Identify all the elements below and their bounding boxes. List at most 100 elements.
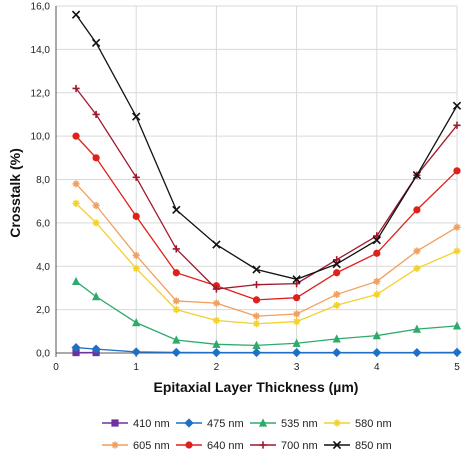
series-850-nm [71, 10, 462, 284]
data-point-700-nm [252, 281, 261, 289]
data-point-850-nm [212, 240, 221, 249]
data-point-850-nm [71, 10, 81, 19]
y-tick-labels: 0,0 2,0 4,0 6,0 8,0 10,0 12,0 14,0 16,0 [31, 2, 51, 360]
data-point-535-nm [372, 331, 381, 340]
data-point-475-nm [292, 347, 302, 358]
legend-item-475-nm: 475 nm [176, 418, 244, 430]
legend-item-410-nm: 410 nm [102, 418, 170, 430]
x-tick-labels: 0 1 2 3 4 5 [53, 362, 460, 373]
legend-item-605-nm: 605 nm [102, 440, 170, 452]
data-point-535-nm [172, 335, 181, 344]
series-580-nm [72, 199, 461, 328]
y-tick-label: 14,0 [31, 45, 51, 56]
data-point-700-nm [172, 245, 180, 253]
data-point-580-nm [373, 290, 381, 299]
data-point-535-nm [252, 340, 261, 350]
y-tick-label: 6,0 [36, 218, 50, 229]
y-tick-label: 8,0 [36, 175, 50, 186]
data-point-605-nm [252, 312, 261, 320]
data-point-475-nm [372, 347, 382, 358]
data-point-640-nm [333, 269, 341, 277]
x-tick-label: 3 [294, 362, 300, 373]
x-tick-label: 5 [454, 362, 460, 373]
data-point-580-nm [413, 264, 421, 273]
data-point-580-nm [132, 264, 140, 273]
legend-marker [184, 418, 194, 428]
data-point-605-nm [333, 290, 341, 299]
data-point-475-nm [412, 347, 422, 358]
data-point-605-nm [453, 223, 461, 231]
data-point-640-nm [373, 249, 381, 257]
data-point-850-nm [452, 101, 462, 110]
data-point-535-nm [412, 324, 421, 333]
legend-item-850-nm: 850 nm [324, 440, 392, 452]
y-tick-label: 4,0 [36, 262, 50, 273]
legend-item-640-nm: 640 nm [176, 440, 244, 452]
data-point-580-nm [172, 306, 180, 314]
data-point-850-nm [252, 265, 261, 274]
data-point-700-nm [293, 280, 301, 288]
y-tick-label: 2,0 [36, 305, 50, 316]
data-point-850-nm [332, 259, 341, 269]
legend-marker [258, 418, 268, 427]
data-point-580-nm [252, 320, 261, 328]
y-axis-title: Crosstalk (%) [7, 148, 23, 237]
data-point-580-nm [92, 219, 100, 227]
data-point-605-nm [172, 297, 180, 305]
data-point-605-nm [132, 251, 140, 260]
legend-item-535-nm: 535 nm [250, 418, 318, 430]
legend-marker [111, 419, 119, 427]
data-point-580-nm [333, 301, 341, 309]
x-tick-label: 4 [374, 362, 380, 373]
data-series [71, 10, 462, 358]
data-point-640-nm [293, 294, 301, 302]
data-point-700-nm [92, 110, 100, 119]
y-tick-label: 0,0 [36, 349, 50, 360]
data-point-640-nm [172, 269, 180, 277]
data-point-605-nm [212, 299, 220, 307]
legend-label: 410 nm [133, 418, 170, 430]
data-point-475-nm [91, 344, 101, 354]
data-point-640-nm [252, 296, 261, 304]
data-point-475-nm [71, 342, 81, 353]
data-point-475-nm [131, 347, 141, 357]
data-point-475-nm [251, 347, 262, 358]
legend-item-700-nm: 700 nm [250, 440, 318, 452]
series-475-nm [71, 342, 462, 358]
data-point-605-nm [72, 180, 80, 188]
legend-label: 605 nm [133, 440, 170, 452]
data-point-640-nm [92, 154, 100, 162]
data-point-535-nm [452, 321, 462, 330]
data-point-700-nm [333, 256, 341, 264]
data-point-475-nm [171, 347, 181, 357]
data-point-850-nm [172, 205, 181, 215]
data-point-580-nm [212, 316, 220, 325]
data-point-850-nm [91, 38, 101, 48]
series-605-nm [72, 180, 461, 320]
x-axis-title: Epitaxial Layer Thickness (µm) [154, 379, 359, 395]
data-point-475-nm [332, 347, 342, 358]
data-point-700-nm [132, 173, 140, 181]
y-tick-label: 10,0 [31, 132, 51, 143]
legend-marker [332, 440, 342, 450]
legend-label: 580 nm [355, 418, 392, 430]
x-tick-label: 2 [214, 362, 220, 373]
data-point-605-nm [413, 247, 421, 255]
legend-marker [259, 441, 267, 449]
data-point-700-nm [212, 285, 220, 293]
data-point-850-nm [372, 236, 381, 245]
legend-label: 535 nm [281, 418, 318, 430]
data-point-640-nm [72, 132, 80, 140]
legend: 410 nm 475 nm 535 nm 580 nm 605 nm 640 nm 700 … [102, 418, 392, 452]
data-point-535-nm [292, 338, 301, 347]
data-point-850-nm [292, 275, 301, 284]
legend-marker [111, 441, 119, 449]
data-point-580-nm [72, 199, 80, 207]
data-point-700-nm [453, 121, 461, 129]
data-point-535-nm [132, 318, 141, 327]
data-point-605-nm [92, 201, 100, 210]
legend-marker [333, 419, 341, 427]
data-point-410-nm [72, 348, 80, 357]
